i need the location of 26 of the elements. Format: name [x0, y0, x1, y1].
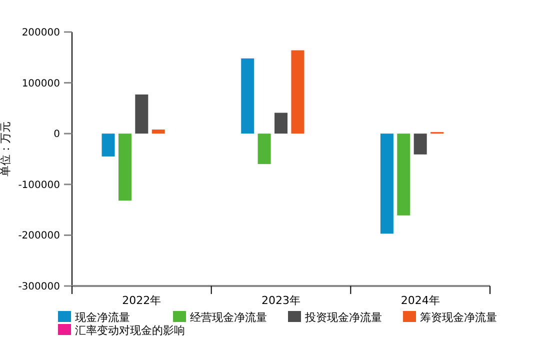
bar	[414, 134, 427, 154]
y-tick-label: 0	[54, 129, 60, 140]
bar	[380, 134, 394, 234]
y-tick-label: 100000	[22, 78, 60, 90]
bar	[118, 134, 132, 201]
legend-label: 现金净流量	[75, 311, 130, 324]
bar	[258, 134, 271, 164]
legend-label: 汇率变动对现金的影响	[75, 324, 185, 337]
bar	[152, 130, 165, 134]
bar	[274, 112, 288, 134]
legend-label: 经营现金净流量	[190, 311, 267, 324]
y-axis-title: 单位：万元	[0, 122, 12, 176]
legend-label: 筹资现金净流量	[420, 311, 497, 324]
x-tick-label: 2022年	[122, 294, 162, 307]
bar	[241, 58, 254, 134]
x-tick-label: 2024年	[400, 294, 440, 307]
legend-label: 投资现金净流量	[304, 311, 382, 324]
y-tick-label: 200000	[22, 28, 60, 38]
bar	[397, 134, 410, 216]
y-tick-label: -200000	[18, 230, 60, 242]
bar	[291, 50, 304, 134]
y-tick-label: -100000	[18, 180, 60, 191]
bar	[135, 94, 148, 134]
bar	[102, 134, 115, 156]
y-tick-label: -300000	[18, 282, 60, 292]
x-tick-label: 2023年	[262, 294, 300, 307]
